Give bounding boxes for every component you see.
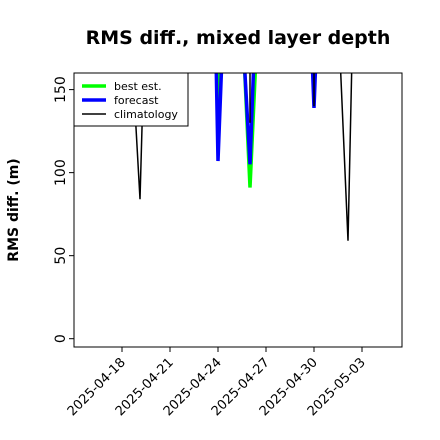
plot-frame (73, 72, 403, 348)
series-forecast-segment-0 (214, 73, 224, 162)
series-climatology-segment-3 (339, 73, 353, 241)
x-axis: 2025-04-182025-04-212025-04-242025-04-27… (65, 347, 369, 419)
y-tick-label-100: 100 (53, 159, 69, 186)
y-axis-label: RMS diff. (m) (6, 158, 22, 261)
legend-label-2: climatology (114, 108, 178, 121)
y-tick-label-50: 50 (53, 247, 69, 265)
y-tick-label-150: 150 (53, 76, 69, 103)
series-forecast-segment-2 (310, 73, 318, 108)
legend-label-0: best est. (114, 80, 162, 93)
chart-title: RMS diff., mixed layer depth (86, 27, 391, 49)
y-axis: 0 50 100 150 (53, 76, 74, 343)
series-forecast-segment-1 (243, 73, 256, 165)
y-tick-label-0: 0 (53, 334, 69, 343)
legend-label-1: forecast (114, 94, 159, 107)
